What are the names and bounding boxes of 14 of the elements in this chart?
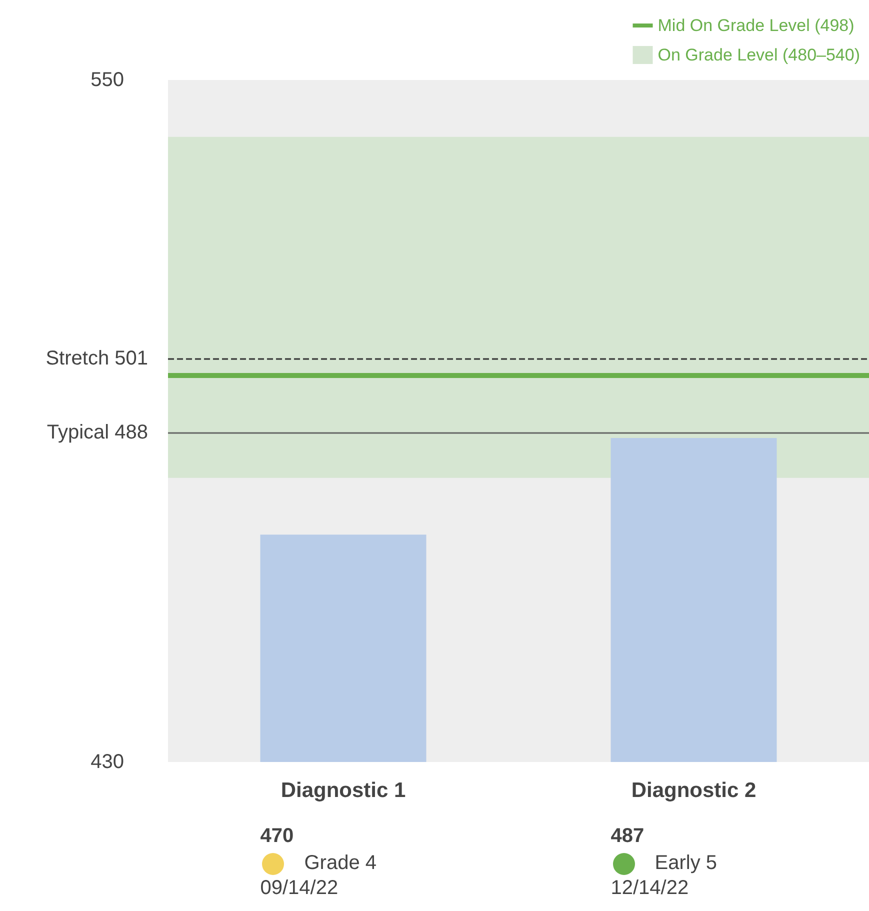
text: 09/14/22: [260, 877, 338, 899]
y-tick-label: 430: [90, 751, 124, 773]
x-tick-label: Diagnostic 2: [631, 779, 756, 802]
text: Grade 4: [304, 852, 377, 874]
x-tick-label: Diagnostic 1: [280, 779, 406, 802]
data-label: 470: [260, 825, 294, 847]
text: Early 5: [654, 852, 717, 874]
ref-line-label: Typical 488: [46, 421, 148, 444]
y-tick-label: 550: [90, 69, 124, 91]
ref-line-label: Stretch 501: [46, 347, 148, 370]
legend-label: Mid On Grade Level (498): [658, 16, 854, 35]
text: 12/14/22: [610, 877, 689, 899]
legend-label: On Grade Level (480–540): [658, 46, 860, 64]
data-label: 487: [610, 825, 644, 847]
